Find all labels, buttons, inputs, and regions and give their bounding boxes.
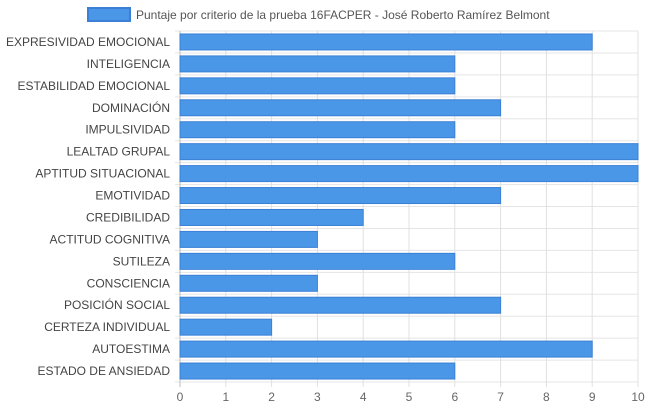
category-label: CONSCIENCIA <box>87 276 170 290</box>
category-label: LEALTAD GRUPAL <box>67 145 171 159</box>
category-label: IMPULSIVIDAD <box>85 123 170 137</box>
bar-2[interactable] <box>179 55 456 73</box>
category-label: EMOTIVIDAD <box>95 189 170 203</box>
category-label: EXPRESIVIDAD EMOCIONAL <box>6 35 170 49</box>
x-tick-label: 6 <box>451 390 458 404</box>
bar-9[interactable] <box>179 208 364 226</box>
x-tick-label: 0 <box>177 390 184 404</box>
bar-12[interactable] <box>179 274 318 292</box>
x-tick-label: 8 <box>543 390 550 404</box>
bar-15[interactable] <box>179 340 593 358</box>
bars <box>179 33 639 380</box>
bar-7[interactable] <box>179 165 639 183</box>
bar-6[interactable] <box>179 143 639 161</box>
category-label: DOMINACIÓN <box>92 100 170 115</box>
x-tick-label: 7 <box>497 390 504 404</box>
category-label: CREDIBILIDAD <box>86 210 170 224</box>
bar-11[interactable] <box>179 252 456 270</box>
bar-4[interactable] <box>179 99 502 117</box>
category-label: ESTABILIDAD EMOCIONAL <box>18 79 171 93</box>
category-label: POSICIÓN SOCIAL <box>64 297 170 312</box>
category-labels: EXPRESIVIDAD EMOCIONAL INTELIGENCIA ESTABI… <box>6 35 170 378</box>
x-tick-label: 2 <box>268 390 275 404</box>
bar-3[interactable] <box>179 77 456 95</box>
category-label: ACTITUD COGNITIVA <box>50 232 170 246</box>
bar-8[interactable] <box>179 187 502 205</box>
bar-10[interactable] <box>179 230 318 248</box>
x-tick-label: 9 <box>589 390 596 404</box>
x-tick-label: 10 <box>631 390 645 404</box>
x-axis-tick-labels: 0 1 2 3 4 5 6 7 8 9 10 <box>177 390 645 404</box>
x-tick-label: 3 <box>314 390 321 404</box>
bar-14[interactable] <box>179 318 273 336</box>
legend-label: Puntaje por criterio de la prueba 16FACP… <box>136 8 550 22</box>
x-tick-label: 1 <box>222 390 229 404</box>
category-label: SUTILEZA <box>113 254 170 268</box>
category-label: INTELIGENCIA <box>87 57 170 71</box>
bar-5[interactable] <box>179 121 456 139</box>
x-tick-label: 4 <box>360 390 367 404</box>
category-label: AUTOESTIMA <box>92 342 170 356</box>
legend-swatch <box>87 7 131 22</box>
bar-16[interactable] <box>179 362 456 380</box>
bar-13[interactable] <box>179 296 502 314</box>
category-label: CERTEZA INDIVIDUAL <box>44 320 170 334</box>
category-label: ESTADO DE ANSIEDAD <box>38 364 171 378</box>
x-tick-label: 5 <box>406 390 413 404</box>
legend[interactable]: Puntaje por criterio de la prueba 16FACP… <box>87 7 550 22</box>
bar-1[interactable] <box>179 33 593 51</box>
category-label: APTITUD SITUACIONAL <box>35 167 170 181</box>
